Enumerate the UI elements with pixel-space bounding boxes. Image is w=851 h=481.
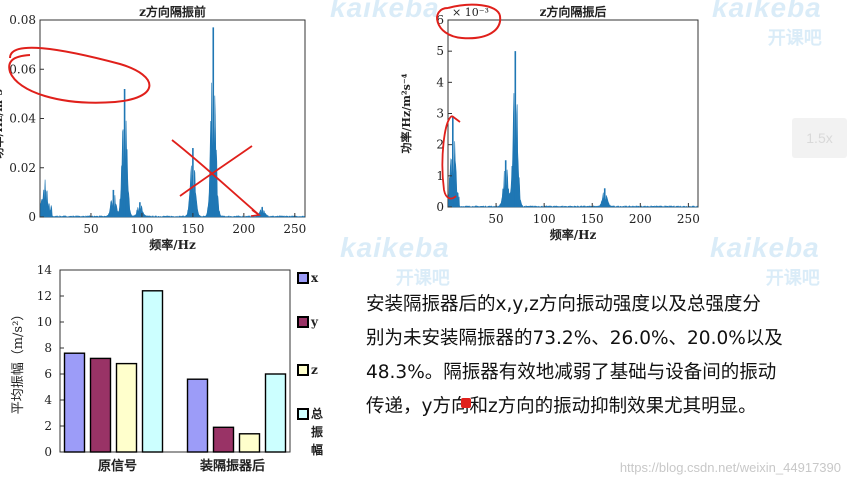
x-axis-label: 频率/Hz xyxy=(550,227,597,242)
cursor-pointer-marker xyxy=(461,398,471,408)
x-tick-label: 200 xyxy=(232,222,255,236)
y-tick-label: 10 xyxy=(37,315,52,329)
y-tick-label: 4 xyxy=(44,393,52,407)
y-tick-label: 14 xyxy=(37,263,53,277)
bar xyxy=(238,433,261,453)
legend-swatch xyxy=(297,316,309,328)
watermark-middle-center: kaikeba 开课吧 xyxy=(340,232,450,288)
red-cross-annotation xyxy=(179,145,253,197)
axis-multiplier: × 10⁻³ xyxy=(452,6,489,19)
y-tick-label: 6 xyxy=(44,367,52,381)
y-tick-label: 1 xyxy=(436,169,444,183)
chart-title: z方向隔振前 xyxy=(139,4,206,19)
legend-swatch xyxy=(297,364,309,376)
spectrum-area xyxy=(40,82,305,218)
y-tick-label: 0 xyxy=(44,445,52,459)
red-cross-annotation xyxy=(171,139,259,215)
description-line: 别为未安装隔振器的73.2%、26.0%、20.0%以及 xyxy=(366,328,783,349)
x-tick-label: 100 xyxy=(533,212,556,226)
x-tick-label: 250 xyxy=(283,222,306,236)
red-circle-annotation xyxy=(436,3,502,40)
spectrum-area xyxy=(448,93,698,208)
legend-label: 振 xyxy=(311,424,323,439)
x-axis-label: 频率/Hz xyxy=(149,237,196,252)
x-tick-label: 50 xyxy=(488,212,503,226)
watermark-top-right: kaikeba 开课吧 xyxy=(712,0,822,48)
y-tick-label: 3 xyxy=(436,107,444,121)
spectrum-chart-before: 50 100 150 200 250 0 0.02 0.04 0.06 0.08 z方向隔振前频率/… xyxy=(0,4,306,252)
plot-frame xyxy=(447,19,699,208)
y-tick-label: 0.08 xyxy=(9,13,36,27)
legend-label: 幅 xyxy=(311,442,323,457)
chart-title: z方向隔振后 xyxy=(540,4,607,19)
legend-label: x xyxy=(311,271,319,285)
y-tick-label: 2 xyxy=(44,419,52,433)
description-line: 48.3%。隔振器有效地减弱了基础与设备间的振动 xyxy=(366,362,777,383)
red-arrowhead-annotation xyxy=(250,209,262,217)
bar xyxy=(186,378,209,453)
category-label: 装隔振器后 xyxy=(199,458,265,474)
bar xyxy=(63,352,86,453)
x-tick-label: 150 xyxy=(181,222,204,236)
description-text: 安装隔振器后的x,y,z方向振动强度以及总强度分 别为未安装隔振器的73.2%、… xyxy=(366,288,842,424)
y-axis-label: 功率/Hz/m²s⁻² xyxy=(0,78,5,158)
legend-label: z xyxy=(311,363,318,377)
red-circle-annotation xyxy=(8,46,151,104)
watermark-middle-right: kaikeba 开课吧 xyxy=(710,232,820,288)
y-tick-label: 5 xyxy=(436,44,444,58)
bar xyxy=(141,290,164,453)
amplitude-bar-chart: 0 2 4 6 8 10 12 14 原信号 装隔振器后 平均振幅（m/s²） x y z 总振幅 xyxy=(11,263,323,474)
y-axis-label: 功率/Hz/m²s⁻⁴ xyxy=(400,73,413,153)
y-tick-label: 0.06 xyxy=(9,62,36,76)
x-tick-label: 50 xyxy=(83,222,98,236)
category-label: 原信号 xyxy=(98,458,137,474)
description-line: 传递，y方向和z方向的振动抑制效果尤其明显。 xyxy=(366,396,757,417)
bar xyxy=(212,426,235,453)
y-tick-label: 12 xyxy=(37,289,52,303)
y-tick-label: 2 xyxy=(436,138,444,152)
x-tick-label: 200 xyxy=(629,212,652,226)
bar xyxy=(264,373,287,453)
plot-frame xyxy=(39,19,306,218)
playback-speed-badge[interactable]: 1.5x xyxy=(792,118,847,158)
y-tick-label: 0.02 xyxy=(9,161,36,175)
source-credit: https://blog.csdn.net/weixin_44917390 xyxy=(619,460,841,475)
y-tick-label: 8 xyxy=(44,341,52,355)
red-bracket-annotation xyxy=(441,115,457,200)
bar xyxy=(115,362,138,453)
y-axis-label: 平均振幅（m/s²） xyxy=(11,308,26,415)
x-tick-label: 150 xyxy=(581,212,604,226)
x-tick-label: 100 xyxy=(130,222,153,236)
x-tick-label: 250 xyxy=(677,212,700,226)
y-tick-label: 6 xyxy=(436,13,444,27)
y-tick-label: 0.04 xyxy=(9,112,36,126)
y-tick-label: 0 xyxy=(28,210,36,224)
red-bracket-annotation xyxy=(451,115,461,123)
y-tick-label: 0 xyxy=(436,200,444,214)
legend-swatch xyxy=(297,408,309,420)
bar xyxy=(89,357,112,453)
legend-label: y xyxy=(310,315,319,329)
y-tick-label: 4 xyxy=(436,75,444,89)
legend-swatch xyxy=(297,272,309,284)
watermark-top-center: kaikeba xyxy=(330,0,440,23)
description-line: 安装隔振器后的x,y,z方向振动强度以及总强度分 xyxy=(366,294,761,315)
legend-label: 总 xyxy=(311,406,323,421)
